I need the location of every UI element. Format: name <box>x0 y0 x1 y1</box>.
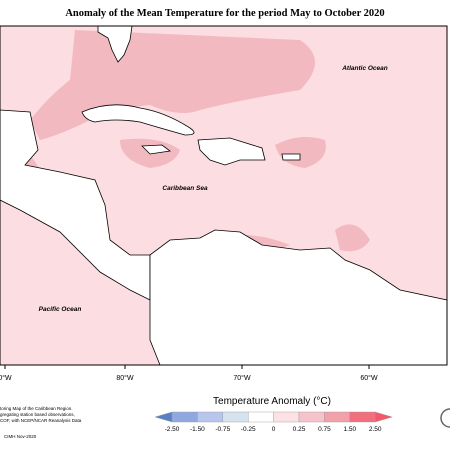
title: Anomaly of the Mean Temperature for the … <box>65 8 384 19</box>
colorbar-label: 1.50 <box>343 426 356 433</box>
colorbar-end <box>154 411 173 423</box>
colorbar-segment <box>247 411 274 423</box>
land <box>197 137 266 166</box>
land <box>81 104 195 136</box>
colorbar-segment <box>197 411 223 423</box>
land <box>141 144 172 155</box>
longitude-label: 80°W <box>116 374 134 382</box>
colorbar-segment <box>298 411 325 423</box>
map-frame <box>0 25 448 366</box>
anomaly-zone <box>335 224 370 252</box>
ocean-label: Caribbean Sea <box>162 185 208 192</box>
colorbar-segment <box>324 411 350 423</box>
colorbar-label: 0.25 <box>293 426 306 433</box>
colorbar-end <box>375 411 393 423</box>
credit-line: CIMH Nov-2020 <box>4 434 37 439</box>
colorbar-label: 2.50 <box>369 426 382 433</box>
legend-title: Temperature Anomaly (°C) <box>213 396 331 407</box>
credit-line: toring Map of the Caribbean Region. <box>0 406 73 411</box>
colorbar: -2.50 -1.50 -0.75 -0.25 0 0.25 0.75 1.50 2.50 <box>154 411 393 433</box>
longitude-label: 70°W <box>233 374 251 382</box>
land <box>97 25 133 63</box>
colorbar-segment <box>222 411 249 423</box>
land <box>0 109 151 301</box>
credits: toring Map of the Caribbean Region.grega… <box>0 406 82 439</box>
colorbar-segment <box>349 411 376 423</box>
colorbar-label: 0 <box>272 426 276 433</box>
map: Atlantic Ocean Caribbean Sea Pacific Oce… <box>0 25 448 366</box>
colorbar-segment <box>273 411 300 423</box>
logo <box>440 408 450 428</box>
longitude-label: 0°W <box>0 374 12 382</box>
colorbar-segment <box>171 411 198 423</box>
credit-line: COF, with NCEP/NCAR Reanalysis Data <box>0 418 82 423</box>
land <box>281 153 301 161</box>
longitude-label: 60°W <box>360 374 378 382</box>
colorbar-label: -1.50 <box>190 426 205 433</box>
colorbar-label: -0.25 <box>241 426 256 433</box>
colorbar-label: -0.75 <box>215 426 230 433</box>
colorbar-label: -2.50 <box>165 426 180 433</box>
ocean-label: Pacific Ocean <box>39 306 82 313</box>
ocean-label: Atlantic Ocean <box>341 65 388 72</box>
credit-line: gregating station based observations, <box>0 412 75 417</box>
longitude-axis: 0°W 80°W 70°W 60°W <box>0 365 378 382</box>
colorbar-label: 0.75 <box>318 426 331 433</box>
